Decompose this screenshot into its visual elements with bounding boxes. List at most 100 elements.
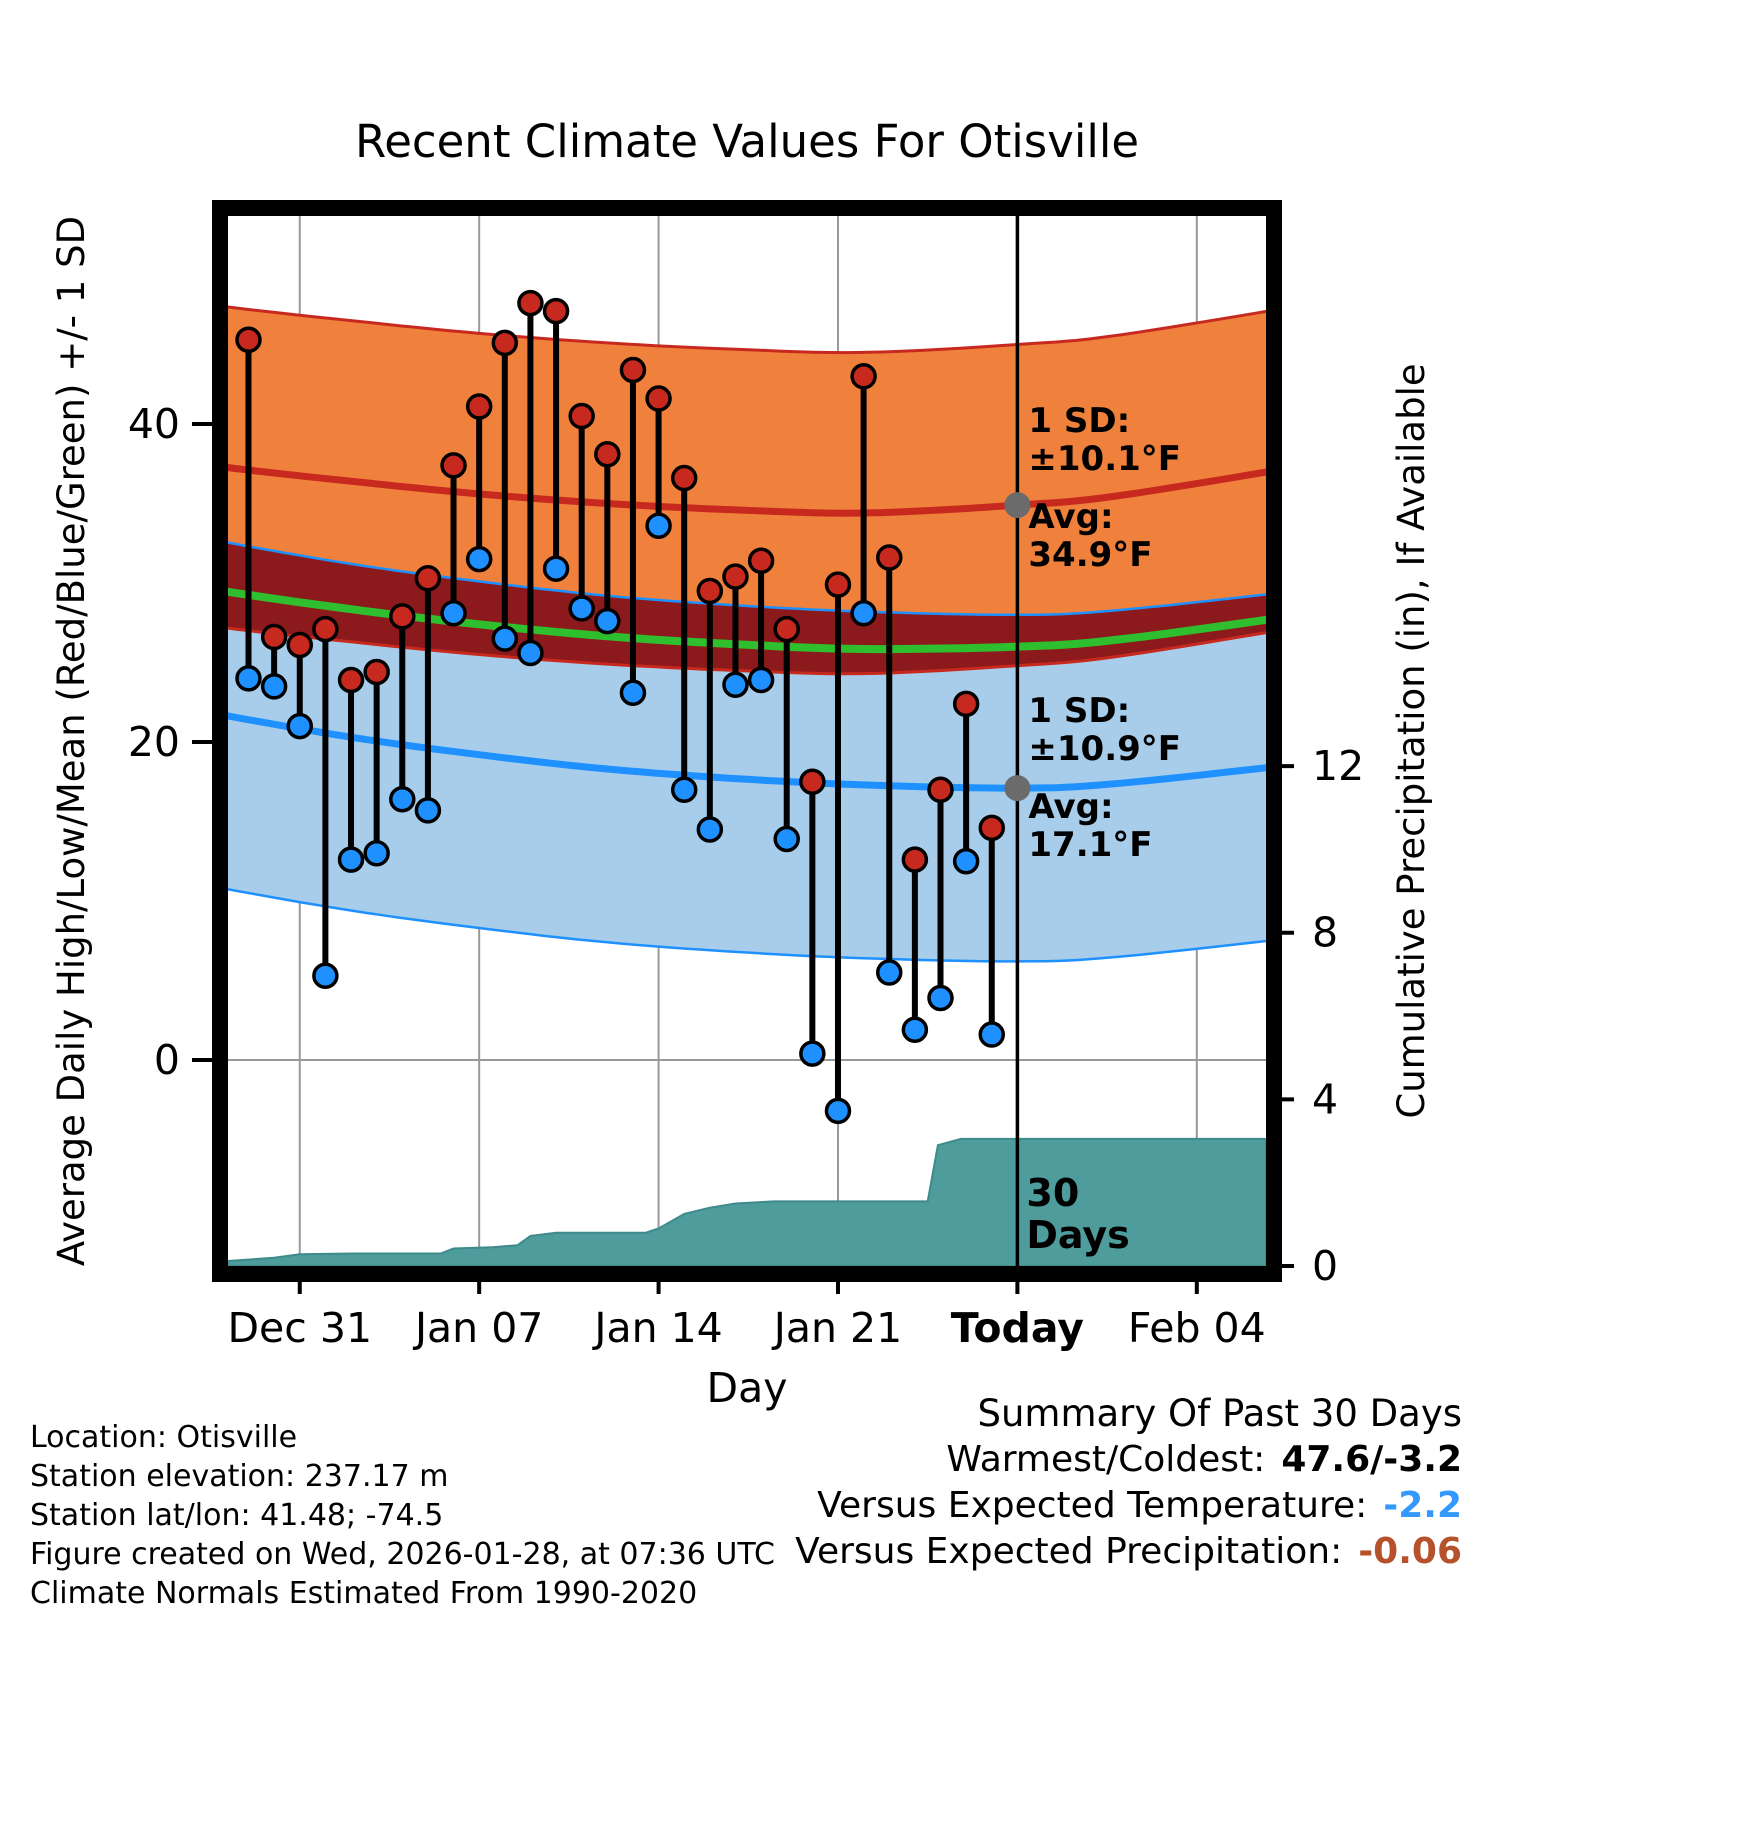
low-temp-dot: [927, 984, 954, 1012]
summary-label: Versus Expected Temperature:: [817, 1485, 1368, 1526]
low-temp-dot: [568, 595, 595, 622]
annotation-low-avg: Avg:: [1028, 787, 1113, 827]
low-temp-dot: [773, 825, 800, 853]
y-axis-label-left: Average Daily High/Low/Mean (Red/Blue/Gr…: [50, 216, 93, 1266]
station-elevation: Station elevation: 237.17 m: [30, 1459, 449, 1494]
station-location: Location: Otisville: [30, 1420, 298, 1455]
low-temp-dot: [440, 599, 467, 627]
low-temp-dot: [260, 673, 288, 700]
annotation-low-sd-value: ±10.9°F: [1028, 729, 1181, 769]
low-temp-dot: [414, 797, 442, 824]
high-temp-dot: [645, 385, 672, 412]
low-temp-dot: [363, 840, 390, 867]
avg-marker-low: [1004, 775, 1031, 802]
low-temp-dot: [389, 785, 416, 813]
annotation-period: 30: [1026, 1171, 1079, 1215]
high-temp-dot: [901, 846, 929, 873]
low-temp-dot: [799, 1040, 826, 1067]
high-temp-dot: [414, 564, 442, 592]
high-temp-dot: [722, 563, 749, 590]
high-temp-dot: [465, 393, 493, 420]
y-tick-label-left: 0: [154, 1036, 180, 1084]
low-temp-dot: [594, 607, 621, 635]
mean-temp-line: [228, 587, 1266, 654]
annotation-period-unit: Days: [1026, 1213, 1129, 1257]
low-temp-dot: [312, 962, 339, 989]
summary-row-vs-temperature: Versus Expected Temperature: -2.2: [795, 1483, 1462, 1529]
low-temp-dot: [875, 959, 903, 986]
high-temp-dot: [850, 363, 877, 390]
high-temp-dot: [670, 464, 698, 492]
low-avg-line: [228, 712, 1266, 792]
annotation-high-sd-value: ±10.1°F: [1028, 439, 1181, 479]
low-temp-dot: [901, 1016, 929, 1044]
high-temp-dot: [542, 297, 570, 325]
low-band-top-edge: [228, 541, 1266, 617]
plot-area: [228, 216, 1266, 1266]
overlap-band: [228, 542, 1266, 674]
figure-created-timestamp: Figure created on Wed, 2026-01-28, at 07…: [30, 1537, 775, 1572]
x-tick-label: Today: [951, 1304, 1084, 1352]
annotation-low-avg-value: 17.1°F: [1028, 825, 1152, 865]
high-temp-dot: [799, 768, 826, 795]
low-temp-dot: [670, 776, 698, 803]
x-tick-label: Dec 31: [227, 1304, 372, 1352]
summary-row-vs-precipitation: Versus Expected Precipitation: -0.06: [795, 1529, 1462, 1575]
y-tick-label-left: 40: [128, 400, 180, 448]
station-latlon: Station lat/lon: 41.48; -74.5: [30, 1498, 444, 1533]
high-temp-dot: [568, 402, 595, 430]
x-tick-label: Jan 21: [771, 1304, 902, 1352]
low-temp-dot: [235, 665, 262, 692]
y-tick-label-left: 20: [128, 718, 180, 766]
x-tick-label: Feb 04: [1128, 1304, 1266, 1352]
summary-value-warmest-coldest: 47.6/-3.2: [1281, 1439, 1462, 1480]
low-temp-dot: [286, 712, 314, 740]
x-tick-label: Jan 07: [412, 1304, 543, 1352]
y-axis-label-right: Cumulative Precipitation (in), If Availa…: [1390, 363, 1433, 1118]
high-temp-dot: [927, 776, 954, 803]
high-temp-dot: [312, 615, 339, 643]
low-temp-dot: [542, 555, 570, 582]
high-temp-dot: [517, 289, 544, 317]
high-temp-dot: [491, 329, 519, 357]
y-tick-label-right: 4: [1312, 1075, 1338, 1123]
low-temp-dot: [747, 666, 775, 694]
y-tick-label-right: 0: [1312, 1242, 1338, 1290]
low-temp-dot: [722, 671, 749, 699]
low-band-bottom-edge: [228, 887, 1266, 963]
high-temp-dot: [978, 814, 1006, 842]
annotation-low-sd: 1 SD:: [1028, 691, 1130, 731]
high-temp-dot: [260, 623, 288, 651]
high-band-top-edge: [228, 305, 1266, 355]
x-axis-label: Day: [707, 1364, 788, 1412]
plot-frame: [212, 200, 1282, 1282]
high-temp-dot: [875, 544, 903, 571]
summary-title: Summary Of Past 30 Days: [977, 1392, 1462, 1435]
high-temp-dot: [747, 547, 775, 574]
high-temp-dot: [619, 356, 647, 384]
daily-temp-bars: [235, 289, 1006, 1125]
high-temp-dot: [440, 452, 467, 479]
high-temp-dot: [286, 631, 314, 659]
x-tick-label: Jan 14: [591, 1304, 722, 1352]
annotation-high-avg-value: 34.9°F: [1028, 535, 1152, 575]
avg-marker-high: [1004, 492, 1031, 519]
high-temp-dot: [594, 440, 621, 468]
station-info-block: Location: Otisville Station elevation: 2…: [30, 1418, 775, 1613]
high-temp-dot: [235, 326, 262, 353]
low-temp-dot: [465, 545, 493, 573]
high-temp-dot: [773, 615, 800, 643]
y-tick-label-right: 12: [1312, 742, 1364, 790]
low-temp-dot: [952, 848, 980, 875]
summary-value-vs-temperature: -2.2: [1383, 1485, 1462, 1526]
high-temp-dot: [696, 577, 724, 605]
low-temp-dot: [337, 846, 365, 873]
high-avg-line: [228, 464, 1266, 517]
summary-panel: Summary Of Past 30 Days Warmest/Coldest:…: [795, 1390, 1462, 1575]
low-temp-dot: [619, 679, 647, 706]
summary-value-vs-precipitation: -0.06: [1358, 1531, 1462, 1572]
annotation-high-avg: Avg:: [1028, 497, 1113, 537]
low-temp-dot: [491, 625, 519, 652]
high-temp-dot: [389, 603, 416, 630]
low-temp-dot: [696, 816, 724, 843]
